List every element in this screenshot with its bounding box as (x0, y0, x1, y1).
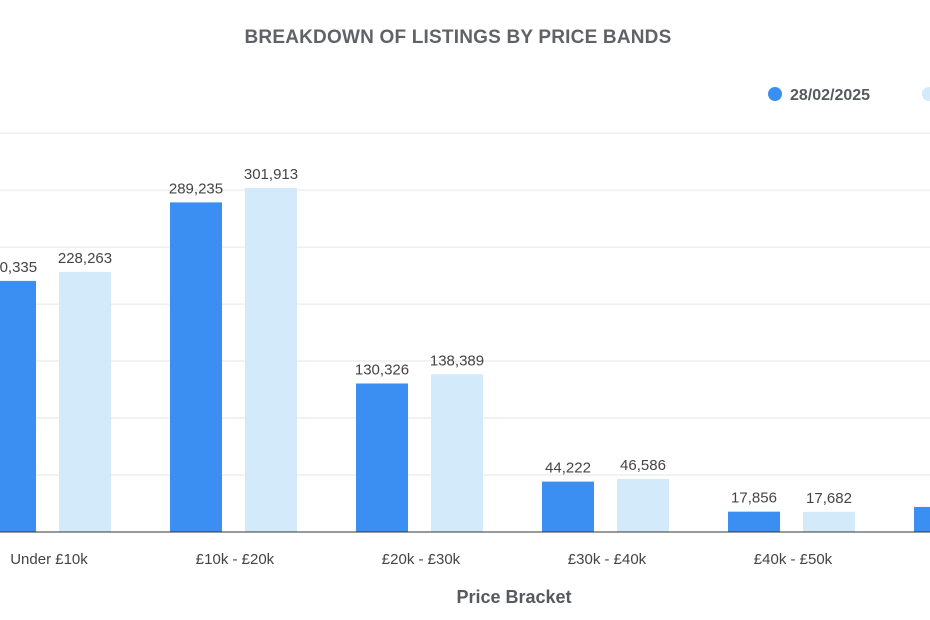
bar-series-1[interactable] (914, 506, 930, 532)
data-label: 220,335 (0, 259, 37, 276)
bar-series-2[interactable] (245, 187, 297, 532)
x-tick-labels: Under £10k £10k - £20k £20k - £30k £30k - £… (10, 551, 832, 568)
x-tick-label: £20k - £30k (382, 551, 461, 568)
data-label: 130,326 (355, 361, 409, 378)
data-label: 46,586 (620, 457, 666, 474)
data-label: 44,222 (545, 460, 591, 477)
legend-label-series-1: 28/02/2025 (790, 87, 870, 104)
legend-item-series-1[interactable]: 28/02/2025 (768, 87, 870, 104)
bar-series-1[interactable] (170, 202, 222, 533)
x-axis-title: Price Bracket (456, 587, 571, 607)
legend-marker-series-2 (922, 87, 930, 101)
bar-series-1[interactable] (0, 280, 36, 532)
x-tick-label: £40k - £50k (754, 551, 833, 568)
legend-marker-series-1 (768, 87, 782, 101)
data-label: 17,856 (731, 490, 777, 507)
data-label: 138,389 (430, 352, 484, 369)
bars (0, 187, 930, 533)
bar-series-1[interactable] (728, 511, 780, 532)
bar-series-2[interactable] (803, 511, 855, 532)
legend-item-series-2[interactable] (922, 87, 930, 101)
data-labels: 220,335 228,263 289,235 301,913 130,326 138,3… (0, 166, 852, 507)
bar-series-2[interactable] (431, 374, 483, 532)
chart-title: BREAKDOWN OF LISTINGS BY PRICE BANDS (245, 27, 672, 48)
bar-series-2[interactable] (617, 478, 669, 532)
x-tick-label: £30k - £40k (568, 551, 647, 568)
bar-series-2[interactable] (59, 271, 111, 532)
bar-series-1[interactable] (542, 481, 594, 532)
x-tick-label: £10k - £20k (196, 551, 275, 568)
data-label: 301,913 (244, 166, 298, 183)
x-tick-label: Under £10k (10, 551, 88, 568)
bar-series-1[interactable] (356, 383, 408, 532)
data-label: 289,235 (169, 180, 223, 197)
data-label: 17,682 (806, 490, 852, 507)
data-label: 228,263 (58, 250, 112, 267)
legend: 28/02/2025 (768, 87, 930, 104)
gridlines (0, 132, 930, 476)
